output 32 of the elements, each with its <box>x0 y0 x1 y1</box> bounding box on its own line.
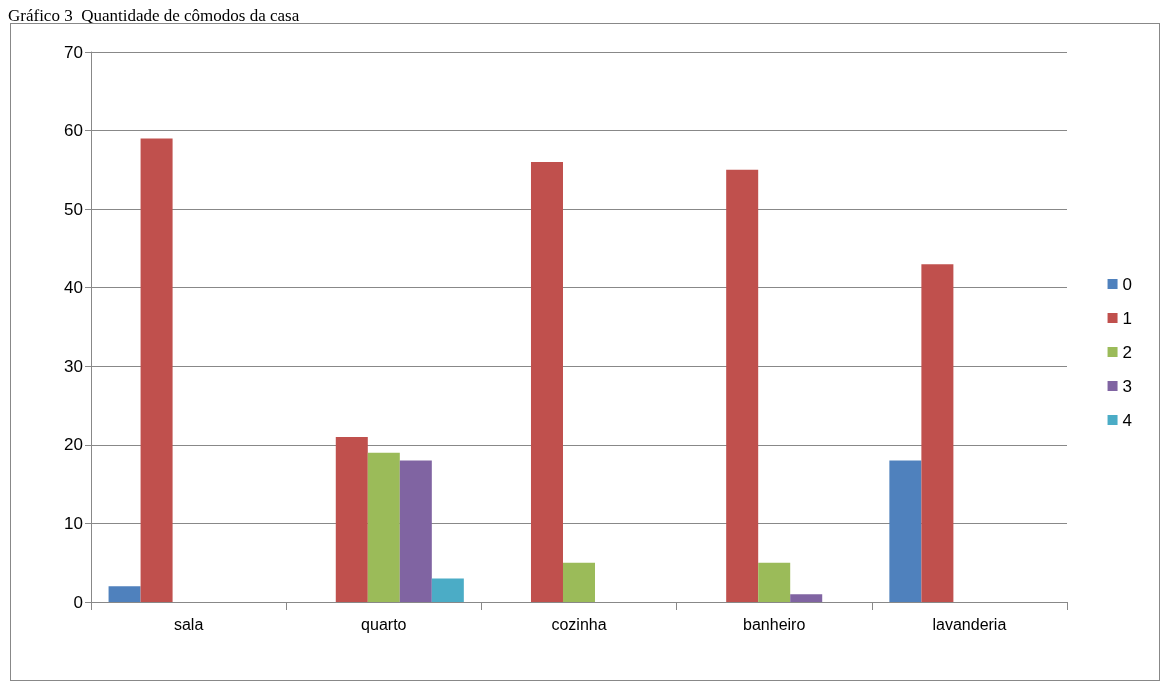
x-tick-label: lavanderia <box>932 615 1007 633</box>
y-tick-label: 10 <box>64 513 83 533</box>
x-tick-label: quarto <box>361 615 407 633</box>
bar <box>399 460 432 602</box>
bar <box>108 586 141 602</box>
x-tick-label: cozinha <box>551 615 607 633</box>
y-tick-label: 40 <box>64 278 83 298</box>
y-tick-label: 60 <box>64 121 83 141</box>
bar <box>726 169 759 602</box>
y-tick-label: 70 <box>64 42 83 62</box>
y-tick-label: 30 <box>64 356 83 376</box>
bar <box>367 452 400 602</box>
legend-label: 2 <box>1122 342 1133 362</box>
bar <box>921 264 954 602</box>
chart-title: Gráfico 3 Quantidade de cômodos da casa <box>8 6 301 25</box>
y-tick-label: 20 <box>64 435 83 455</box>
x-tick-label: sala <box>173 615 204 633</box>
bar <box>758 562 791 602</box>
bar <box>431 578 464 602</box>
bar <box>335 437 368 602</box>
bar <box>790 594 823 602</box>
bar <box>530 162 563 602</box>
y-tick-label: 50 <box>64 199 83 219</box>
legend-label: 3 <box>1122 376 1133 396</box>
legend-label: 0 <box>1122 274 1133 294</box>
bar <box>889 460 922 602</box>
legend-label: 4 <box>1122 410 1133 430</box>
bar <box>140 138 173 602</box>
x-tick-label: banheiro <box>743 615 806 633</box>
legend-label: 1 <box>1122 308 1133 328</box>
y-tick-label: 0 <box>73 592 83 612</box>
bar <box>562 562 596 602</box>
